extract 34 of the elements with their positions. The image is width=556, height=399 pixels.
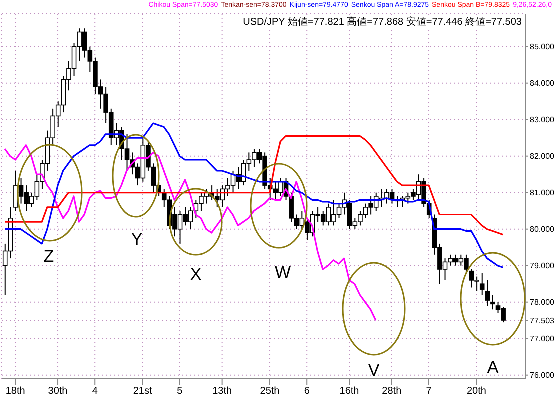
x-tick-label: 5	[177, 386, 184, 398]
annotation: X	[190, 265, 202, 284]
x-tick-label: 25th	[260, 386, 280, 398]
candlestick	[480, 272, 485, 296]
x-tick-label: 13th	[212, 386, 232, 398]
candlestick	[485, 280, 490, 306]
x-tick-label: 20th	[466, 386, 486, 398]
line-series	[4, 144, 377, 322]
y-tick-label: 79.000	[530, 262, 556, 271]
x-tick-label: 6	[304, 386, 310, 398]
y-tick-label: 78.000	[530, 298, 556, 308]
annotation: Y	[131, 230, 143, 249]
x-tick-label: 7	[426, 386, 432, 398]
annotation: A	[487, 358, 500, 377]
y-tick-label: 76.000	[530, 371, 556, 380]
annotation: V	[368, 361, 380, 380]
x-tick-label: 30th	[48, 386, 68, 398]
x-tick-label: 21st	[133, 386, 152, 398]
y-tick-label: 84.000	[530, 79, 556, 88]
x-tick-label: 28th	[382, 386, 402, 398]
y-tick-label: 83.000	[530, 116, 556, 125]
x-tick-label: 16th	[340, 386, 360, 398]
y-tick-label: 80.000	[530, 225, 556, 234]
annotation: Z	[44, 247, 54, 266]
x-tick-label: 18th	[6, 386, 26, 398]
annotation: USD/JPY 始値=77.821 高値=77.868 安値=77.446 終値=77.503	[243, 15, 522, 29]
y-tick-label: 77.000	[530, 334, 556, 344]
x-tick-label: 4	[92, 386, 98, 398]
y-tick-label: 77.503	[530, 316, 556, 326]
annotation: W	[274, 263, 292, 282]
y-tick-label: 81.000	[530, 188, 556, 198]
y-tick-label: 85.000	[530, 42, 556, 52]
candlestick	[490, 294, 496, 310]
y-tick-label: 82.000	[530, 152, 556, 162]
